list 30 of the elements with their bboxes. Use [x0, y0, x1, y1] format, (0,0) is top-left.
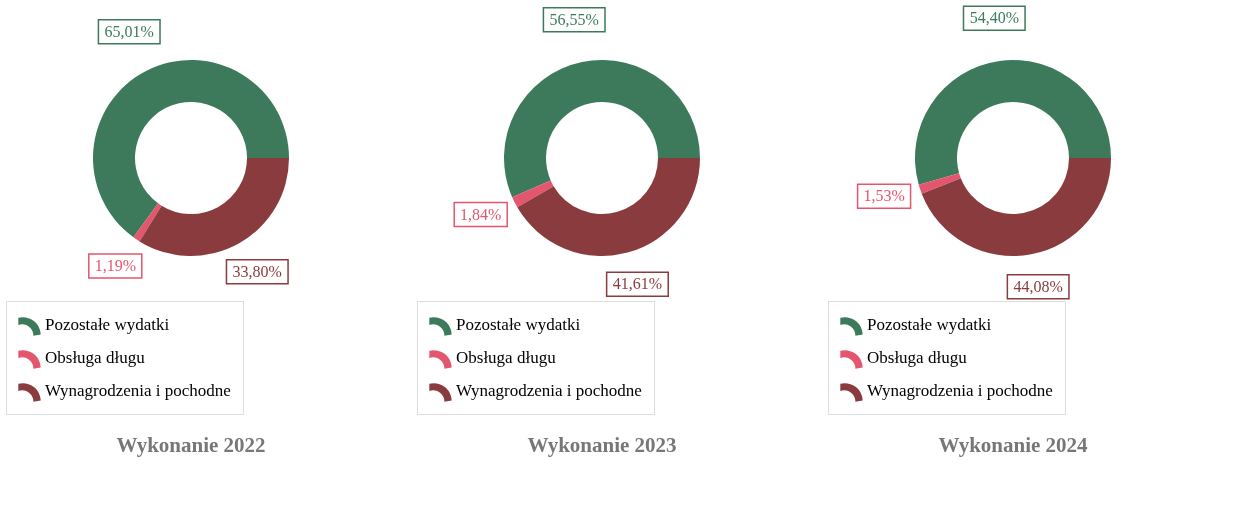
data-label: 41,61% [612, 275, 663, 293]
legend-label: Pozostałe wydatki [45, 314, 170, 334]
donut-slice [915, 60, 1111, 185]
donut-slice [512, 180, 554, 208]
legend-label: Obsługa długu [456, 347, 557, 367]
data-label: 65,01% [104, 22, 154, 40]
donut-slice [921, 158, 1111, 256]
text: Wykonanie 2023 [527, 432, 677, 457]
donut-slice [133, 203, 162, 242]
data-label: 56,55% [549, 10, 599, 28]
donut-slice [93, 60, 289, 238]
data-label: 1,53% [863, 187, 905, 205]
legend-label: Wynagrodzenia i pochodne [456, 380, 642, 400]
data-label: 33,80% [232, 262, 282, 280]
data-label: 1,84% [460, 205, 502, 223]
data-label: 1,19% [94, 256, 136, 274]
donut-slice [504, 60, 700, 198]
data-label: 54,40% [969, 9, 1019, 27]
legend-label: Obsługa długu [45, 347, 146, 367]
data-label: 44,08% [1013, 277, 1063, 295]
donut-slice [918, 173, 961, 194]
legend-label: Pozostałe wydatki [456, 314, 581, 334]
text: Wykonanie 2024 [938, 432, 1089, 457]
legend-label: Wynagrodzenia i pochodne [45, 380, 231, 400]
legend-label: Obsługa długu [867, 347, 968, 367]
donut-slice [139, 158, 289, 256]
text: Wykonanie 2022 [116, 432, 266, 457]
donut-slice [517, 158, 700, 256]
legend-label: Wynagrodzenia i pochodne [867, 380, 1053, 400]
legend-label: Pozostałe wydatki [867, 314, 992, 334]
